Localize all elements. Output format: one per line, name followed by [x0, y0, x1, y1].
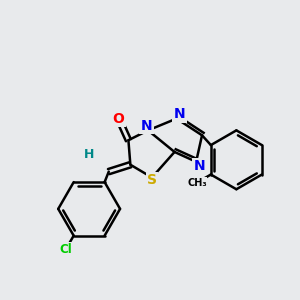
Text: N: N	[193, 159, 205, 173]
Text: O: O	[113, 112, 124, 126]
Text: N: N	[141, 119, 152, 133]
Text: H: H	[84, 148, 94, 161]
Text: S: S	[147, 173, 157, 188]
Text: N: N	[174, 107, 185, 121]
Text: Cl: Cl	[59, 243, 72, 256]
Text: CH₃: CH₃	[187, 178, 207, 188]
